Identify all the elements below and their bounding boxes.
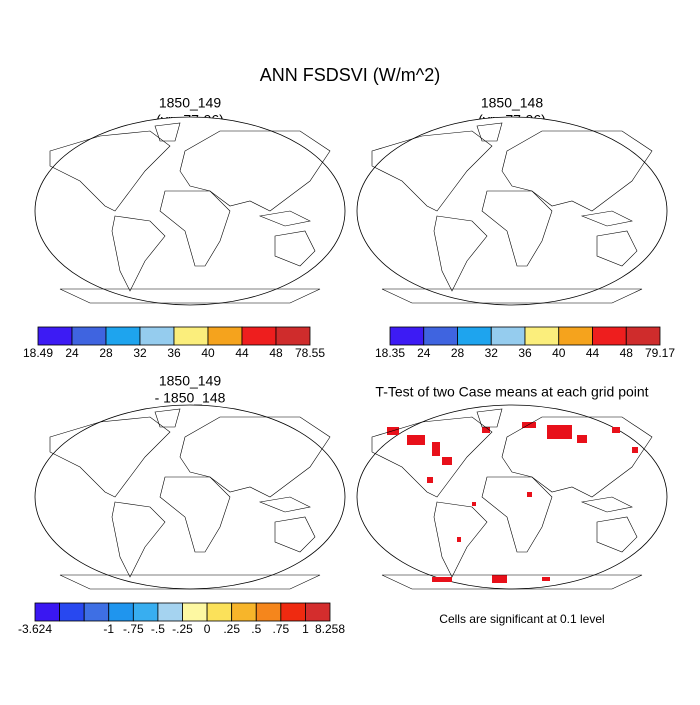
colorbar-label: 24 (417, 346, 431, 360)
map (34, 404, 346, 590)
colorbar-label: 32 (133, 346, 147, 360)
colorbar-box (139, 326, 175, 346)
colorbar-label: .25 (223, 622, 240, 636)
colorbar-box (207, 326, 243, 346)
colorbar-box (558, 326, 593, 346)
panel-title: 1850_149 (159, 95, 222, 111)
map (352, 111, 672, 311)
colorbar-box (108, 602, 134, 622)
colorbar-box (105, 326, 141, 346)
colorbar-label: -3.624 (18, 622, 52, 636)
note: Cells are significant at 0.1 level (439, 612, 604, 626)
colorbar-label: 0 (204, 622, 211, 636)
colorbar-box (592, 326, 627, 346)
colorbar-box (34, 602, 60, 622)
map (30, 111, 350, 311)
colorbar-box (280, 602, 306, 622)
colorbar-label: 1 (302, 622, 309, 636)
colorbar-box (275, 326, 311, 346)
colorbar-box (83, 602, 110, 622)
colorbar-label: 36 (518, 346, 532, 360)
colorbar-label: 48 (269, 346, 283, 360)
colorbar-box (524, 326, 560, 346)
colorbar-box (182, 602, 208, 622)
colorbar-label: 8.258 (315, 622, 345, 636)
colorbar-label: -1 (103, 622, 114, 636)
colorbar-label: 28 (451, 346, 465, 360)
colorbar-box (255, 602, 282, 622)
colorbar-box (59, 602, 85, 622)
colorbar-label: 78.55 (295, 346, 325, 360)
colorbar-label: 40 (552, 346, 566, 360)
colorbar-box (457, 326, 492, 346)
panel-title: 1850_149 (159, 373, 222, 389)
colorbar-label: -.5 (151, 622, 165, 636)
colorbar-box (305, 602, 331, 622)
colorbar-box (173, 326, 209, 346)
colorbar-label: 24 (65, 346, 79, 360)
colorbar-box (206, 602, 233, 622)
colorbar-box (132, 602, 159, 622)
colorbar-label: 48 (620, 346, 634, 360)
colorbar-label: 79.17 (645, 346, 675, 360)
colorbar-box (241, 326, 277, 346)
colorbar-label: .75 (272, 622, 289, 636)
colorbar-label: 18.35 (375, 346, 405, 360)
map (356, 404, 668, 590)
colorbar-label: 32 (485, 346, 499, 360)
colorbar-box (389, 326, 425, 346)
colorbar-box (71, 326, 107, 346)
colorbar-label: 18.49 (23, 346, 53, 360)
colorbar-box (490, 326, 526, 346)
colorbar-box (625, 326, 661, 346)
colorbar-label: 36 (167, 346, 181, 360)
colorbar-box (231, 602, 257, 622)
colorbar-label: 40 (201, 346, 215, 360)
panel-title: 1850_148 (481, 95, 544, 111)
figure-title: ANN FSDSVI (W/m^2) (260, 65, 440, 85)
colorbar-box (37, 326, 73, 346)
colorbar-label: 44 (586, 346, 600, 360)
colorbar-box (423, 326, 458, 346)
colorbar-label: -.25 (172, 622, 193, 636)
colorbar-label: 44 (235, 346, 249, 360)
colorbar-box (157, 602, 183, 622)
colorbar-label: 28 (99, 346, 113, 360)
colorbar-label: -.75 (123, 622, 144, 636)
colorbar-label: .5 (251, 622, 261, 636)
panel-subtitle: - 1850_148 (155, 390, 226, 406)
panel-title: T-Test of two Case means at each grid po… (375, 384, 648, 400)
